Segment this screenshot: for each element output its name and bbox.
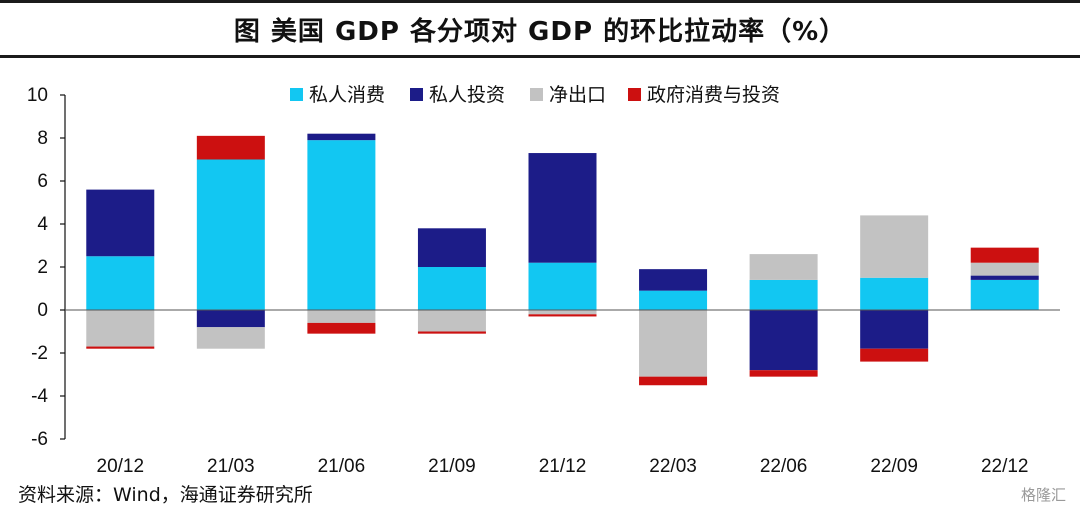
- bar-segment: [417, 267, 486, 310]
- bar-segment: [196, 135, 265, 160]
- y-tick-label: 10: [27, 85, 48, 106]
- chart-title: 图 美国 GDP 各分项对 GDP 的环比拉动率（%）: [233, 16, 847, 47]
- legend-swatch: [290, 88, 303, 101]
- bar-segment: [307, 310, 376, 323]
- bar-segment: [860, 277, 929, 310]
- y-tick-label: -2: [31, 343, 48, 364]
- stacked-bar-chart: 10 8 6 4 2 0 -2 -4 -6 20/12 21/03 21/06 21/09 21/12 22…: [27, 84, 1060, 477]
- bar-segment: [639, 290, 708, 310]
- x-tick-label: 22/12: [981, 456, 1029, 477]
- x-tick-label: 22/06: [760, 456, 808, 477]
- y-tick-label: 2: [37, 257, 48, 278]
- bar-segment: [86, 346, 155, 349]
- bar-segment: [970, 262, 1039, 276]
- bar-segment: [528, 262, 597, 310]
- bar-segment: [749, 279, 818, 310]
- bar-segment: [639, 269, 708, 291]
- bar-segment: [196, 159, 265, 310]
- bar-segment: [307, 140, 376, 310]
- bar-segment: [528, 314, 597, 317]
- bar-segment: [528, 153, 597, 263]
- x-tick-label: 21/09: [428, 456, 476, 477]
- x-tick-label: 20/12: [97, 456, 145, 477]
- bar-segment: [196, 327, 265, 349]
- legend-label: 私人投资: [429, 84, 505, 106]
- bar-segment: [749, 310, 818, 371]
- bar-segment: [639, 310, 708, 377]
- bar-segment: [86, 256, 155, 310]
- bar-segment: [417, 331, 486, 334]
- x-tick-label: 21/03: [207, 456, 255, 477]
- bar-segment: [417, 228, 486, 267]
- bar-segment: [307, 133, 376, 141]
- legend-label: 私人消费: [309, 84, 385, 106]
- bar-segment: [970, 247, 1039, 263]
- bar-segment: [749, 254, 818, 280]
- y-tick-label: -6: [31, 429, 48, 450]
- bar-segment: [86, 189, 155, 257]
- legend-label: 净出口: [549, 84, 606, 106]
- x-tick-label: 21/06: [318, 456, 366, 477]
- bar-segment: [970, 275, 1039, 280]
- bar-segment: [860, 215, 929, 278]
- y-tick-label: 6: [37, 171, 48, 192]
- bar-segment: [528, 310, 597, 315]
- legend-swatch: [530, 88, 543, 101]
- legend-label: 政府消费与投资: [647, 84, 780, 106]
- y-tick-label: 0: [37, 300, 48, 321]
- legend-swatch: [628, 88, 641, 101]
- watermark-logo: 格隆汇: [1020, 486, 1066, 504]
- x-tick-label: 22/03: [649, 456, 697, 477]
- source-note: 资料来源：Wind，海通证券研究所: [18, 484, 313, 506]
- bar-segment: [860, 348, 929, 362]
- chart-title-bar: 图 美国 GDP 各分项对 GDP 的环比拉动率（%）: [0, 0, 1080, 58]
- bar-segment: [749, 370, 818, 377]
- y-tick-label: 4: [37, 214, 48, 235]
- y-tick-label: 8: [37, 128, 48, 149]
- legend-swatch: [410, 88, 423, 101]
- x-tick-label: 21/12: [539, 456, 587, 477]
- y-tick-label: -4: [31, 386, 48, 407]
- bar-segment: [970, 279, 1039, 310]
- bar-segment: [196, 310, 265, 328]
- bar-segment: [639, 376, 708, 386]
- bar-segment: [86, 310, 155, 347]
- x-tick-label: 22/09: [870, 456, 918, 477]
- bar-segment: [860, 310, 929, 349]
- bar-segment: [307, 322, 376, 334]
- bar-segment: [417, 310, 486, 332]
